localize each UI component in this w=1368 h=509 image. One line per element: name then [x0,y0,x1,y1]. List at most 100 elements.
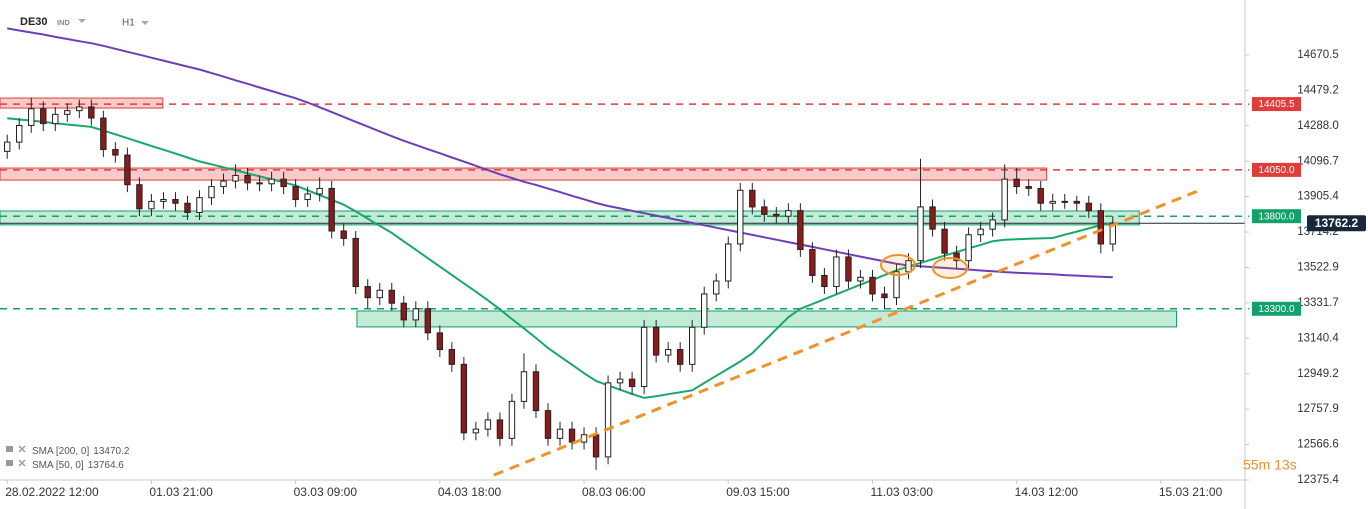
y-tick-label: 13140.4 [1297,332,1339,344]
y-tick-label: 12375.4 [1297,474,1339,486]
level-label: 13300.0 [1258,304,1295,315]
x-tick-label: 11.03 03:00 [870,485,933,499]
candle-body [749,189,756,208]
legend-value: 13470.2 [93,446,130,457]
candle-body [881,293,888,299]
x-tick-label: 14.03 12:00 [1015,485,1079,499]
candle-body [196,197,203,213]
legend-close[interactable] [18,459,26,467]
candle-body [388,289,395,304]
candle-body [268,178,275,185]
candle-body [965,234,972,262]
candle-body [460,363,468,434]
dropdown-icon[interactable] [78,19,86,23]
dropdown-icon[interactable] [141,21,149,25]
candle-body [508,400,516,439]
y-tick-label: 14479.2 [1297,84,1339,96]
trendline [493,188,1201,477]
candle-body [737,189,744,245]
candle-body [448,349,456,365]
candle-body [112,149,119,156]
candle-body [869,276,876,295]
legend-close[interactable] [18,445,26,453]
legend [6,445,26,467]
x-tick-label: 01.03 21:00 [149,485,213,499]
level-label-box [1252,301,1301,316]
x-tick-label: 03.03 09:00 [294,485,358,499]
candle-body [88,106,95,119]
x-tick-label: 04.03 18:00 [438,485,502,499]
candle-body [845,256,852,282]
candle-body [773,213,780,217]
highlight-ellipse [880,254,916,276]
interval[interactable]: H1 [122,18,135,29]
candle-body [208,186,215,199]
candle-body [184,202,191,213]
candle-body [4,141,11,152]
candle-body [821,274,828,288]
last-price-box [1307,215,1366,232]
candle-body [28,108,35,126]
candle-body [124,154,131,186]
level-label-box [1252,97,1301,112]
symbol[interactable]: DE30 [20,16,48,28]
candle-body [484,419,492,430]
candle-body [953,252,960,262]
legend-text: SMA [50, 0] 13764.6 [32,460,124,471]
level-label: 14405.5 [1258,99,1295,110]
candle-body [1001,178,1008,221]
candle-body [676,349,684,365]
candle-body [292,186,299,201]
candle-body [893,271,900,299]
candle-body [977,228,984,236]
last-price-label: 13762.2 [1315,216,1359,230]
highlight-ellipse [932,257,968,279]
candle-body [160,199,167,202]
zone [0,210,1140,226]
candle-body [1097,210,1104,245]
candle-body [304,193,311,201]
candle-body [136,184,143,210]
x-tick-label: 08.03 06:00 [582,485,646,499]
candle-body [568,428,576,443]
candle-body [1049,200,1056,204]
legend-icon[interactable] [6,446,13,452]
candle-body [244,174,251,184]
y-tick-label: 13331.7 [1297,297,1339,309]
candle-body [701,293,708,328]
candle-body [40,108,47,125]
y-tick-label: 12949.2 [1297,368,1339,380]
legend-name: SMA [200, 0] [32,446,89,457]
plot-area [0,27,1249,477]
candle-body [520,371,528,402]
candle-body [328,187,335,232]
candle-body [1073,200,1080,204]
level-label: 14050.0 [1258,165,1295,176]
market: IND [57,18,71,27]
candle-body [316,187,323,195]
candle-body [172,199,179,204]
legend-text: SMA [200, 0] 13470.2 [32,446,130,457]
candle-body [256,182,263,185]
candle-body [797,210,804,251]
candle-body [652,326,660,356]
legend-icon[interactable] [6,460,13,466]
candle-body [628,378,636,388]
sma-line [7,27,1113,279]
candle-body [1037,187,1044,204]
candle-body [76,106,83,112]
candle-body [917,206,924,262]
y-tick-label: 13522.9 [1297,262,1339,274]
x-tick-label: 28.02.2022 12:00 [5,485,99,499]
candle-body [664,349,672,356]
candle-body [544,410,552,439]
candle-body [424,308,432,334]
candle-body [725,243,732,282]
candle-body [148,200,155,210]
candle-body [640,326,648,388]
candle-body [364,286,371,299]
candle-body [809,249,816,276]
candle-body [616,378,624,384]
legend-name: SMA [50, 0] [32,460,84,471]
